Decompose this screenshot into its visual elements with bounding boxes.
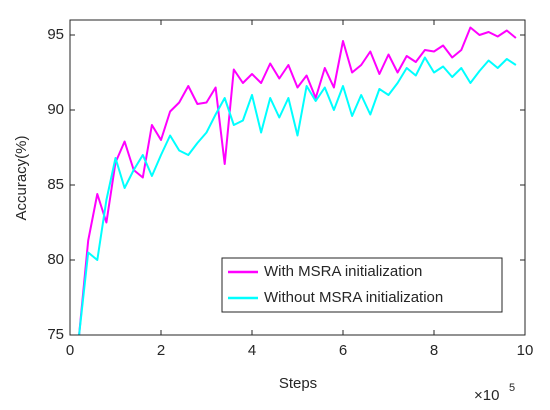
x-tick-label: 0 [66, 342, 74, 359]
x-tick-label: 2 [157, 342, 165, 359]
y-tick-label: 80 [47, 251, 64, 268]
data-line [78, 26, 517, 336]
y-tick-label: 75 [47, 326, 64, 343]
x-axis-label: Steps [279, 375, 317, 392]
y-axis-label: Accuracy(%) [13, 135, 30, 220]
x-tick-label: 10 [517, 342, 534, 359]
y-tick-label: 85 [47, 176, 64, 193]
x-tick-label: 4 [248, 342, 256, 359]
x-exponent: 5 [509, 382, 515, 394]
data-line [78, 56, 517, 336]
x-tick-label: 6 [339, 342, 347, 359]
x-tick-label: 8 [430, 342, 438, 359]
legend-label: Without MSRA initialization [264, 289, 443, 306]
axes-frame [69, 19, 526, 336]
y-tick-label: 90 [47, 101, 64, 118]
x-multiplier: ×10 [474, 387, 499, 404]
y-tick-label: 95 [47, 26, 64, 43]
legend-box [221, 257, 503, 313]
legend-label: With MSRA initialization [264, 263, 422, 280]
